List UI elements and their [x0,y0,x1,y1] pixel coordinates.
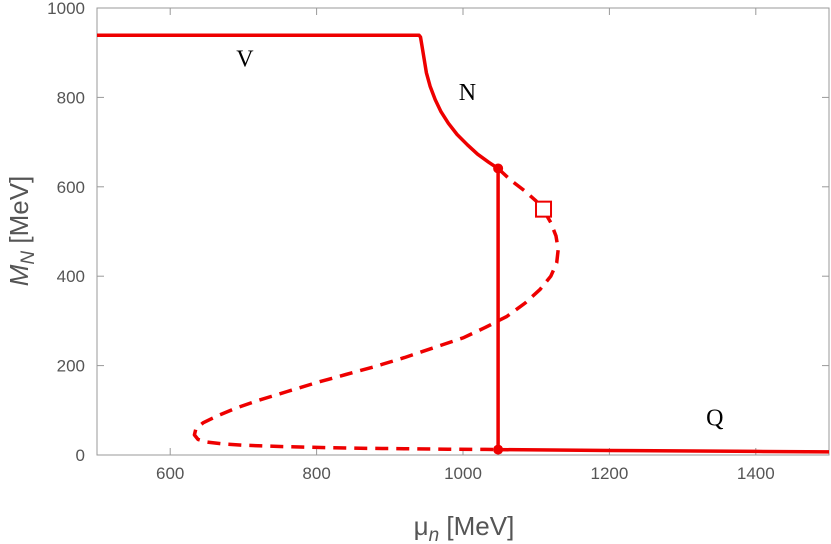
solid-series-line [97,33,500,170]
y-tick-label: 800 [57,88,85,107]
axes [96,7,830,456]
y-tick-label: 0 [76,446,85,465]
dashed-series-line [192,167,560,452]
x-tick-label: 800 [302,464,330,483]
y-tick-label: 400 [57,267,85,286]
x-axis-title: μn [MeV] [414,511,515,544]
x-tick-label: 1200 [590,464,628,483]
solid-series-line [498,447,830,454]
transition-point [493,444,504,455]
y-tick-label: 200 [57,357,85,376]
x-tick-label: 1400 [737,464,775,483]
x-tick-label: 1000 [444,464,482,483]
plot-frame [96,7,830,456]
y-tick-label: 1000 [47,0,85,18]
region-label: N [459,80,476,106]
region-label: Q [706,405,723,431]
transition-point [493,163,504,174]
markers [493,163,553,455]
annotations: V N Q [236,47,723,432]
tick-labels: 600 800 1000 1200 1400 0 200 400 600 800 1000 [47,0,775,483]
region-label: V [236,47,254,73]
x-tick-label: 600 [156,464,184,483]
y-tick-label: 600 [57,178,85,197]
series-group [97,33,830,454]
square-marker [535,200,553,218]
y-axis-title: MN [MeV] [4,176,39,287]
